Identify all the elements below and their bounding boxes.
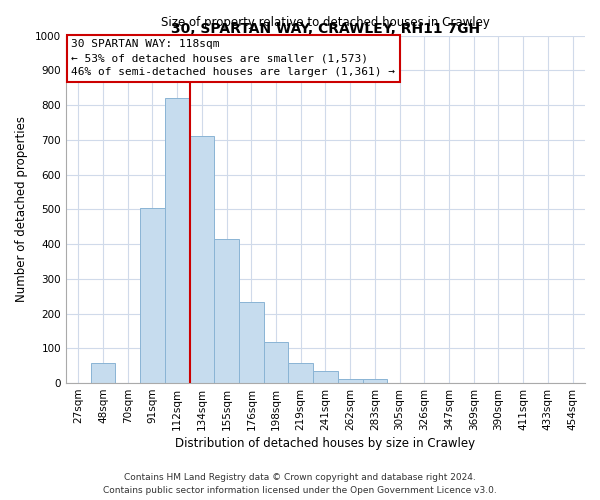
Bar [214,239,239,383]
Text: 30 SPARTAN WAY: 118sqm
← 53% of detached houses are smaller (1,573)
46% of semi-: 30 SPARTAN WAY: 118sqm ← 53% of detached… [71,39,395,77]
Bar [239,302,263,383]
Bar [338,379,362,383]
Bar [263,342,289,383]
Text: Size of property relative to detached houses in Crawley: Size of property relative to detached ho… [161,16,490,29]
Bar [91,364,115,383]
X-axis label: Distribution of detached houses by size in Crawley: Distribution of detached houses by size … [175,437,476,450]
Bar [289,364,313,383]
Y-axis label: Number of detached properties: Number of detached properties [15,116,28,302]
Bar [313,371,338,383]
Bar [190,136,214,383]
Bar [140,208,165,383]
Title: 30, SPARTAN WAY, CRAWLEY, RH11 7GH: 30, SPARTAN WAY, CRAWLEY, RH11 7GH [171,22,480,36]
Bar [362,379,387,383]
Bar [165,98,190,383]
Text: Contains HM Land Registry data © Crown copyright and database right 2024.
Contai: Contains HM Land Registry data © Crown c… [103,474,497,495]
